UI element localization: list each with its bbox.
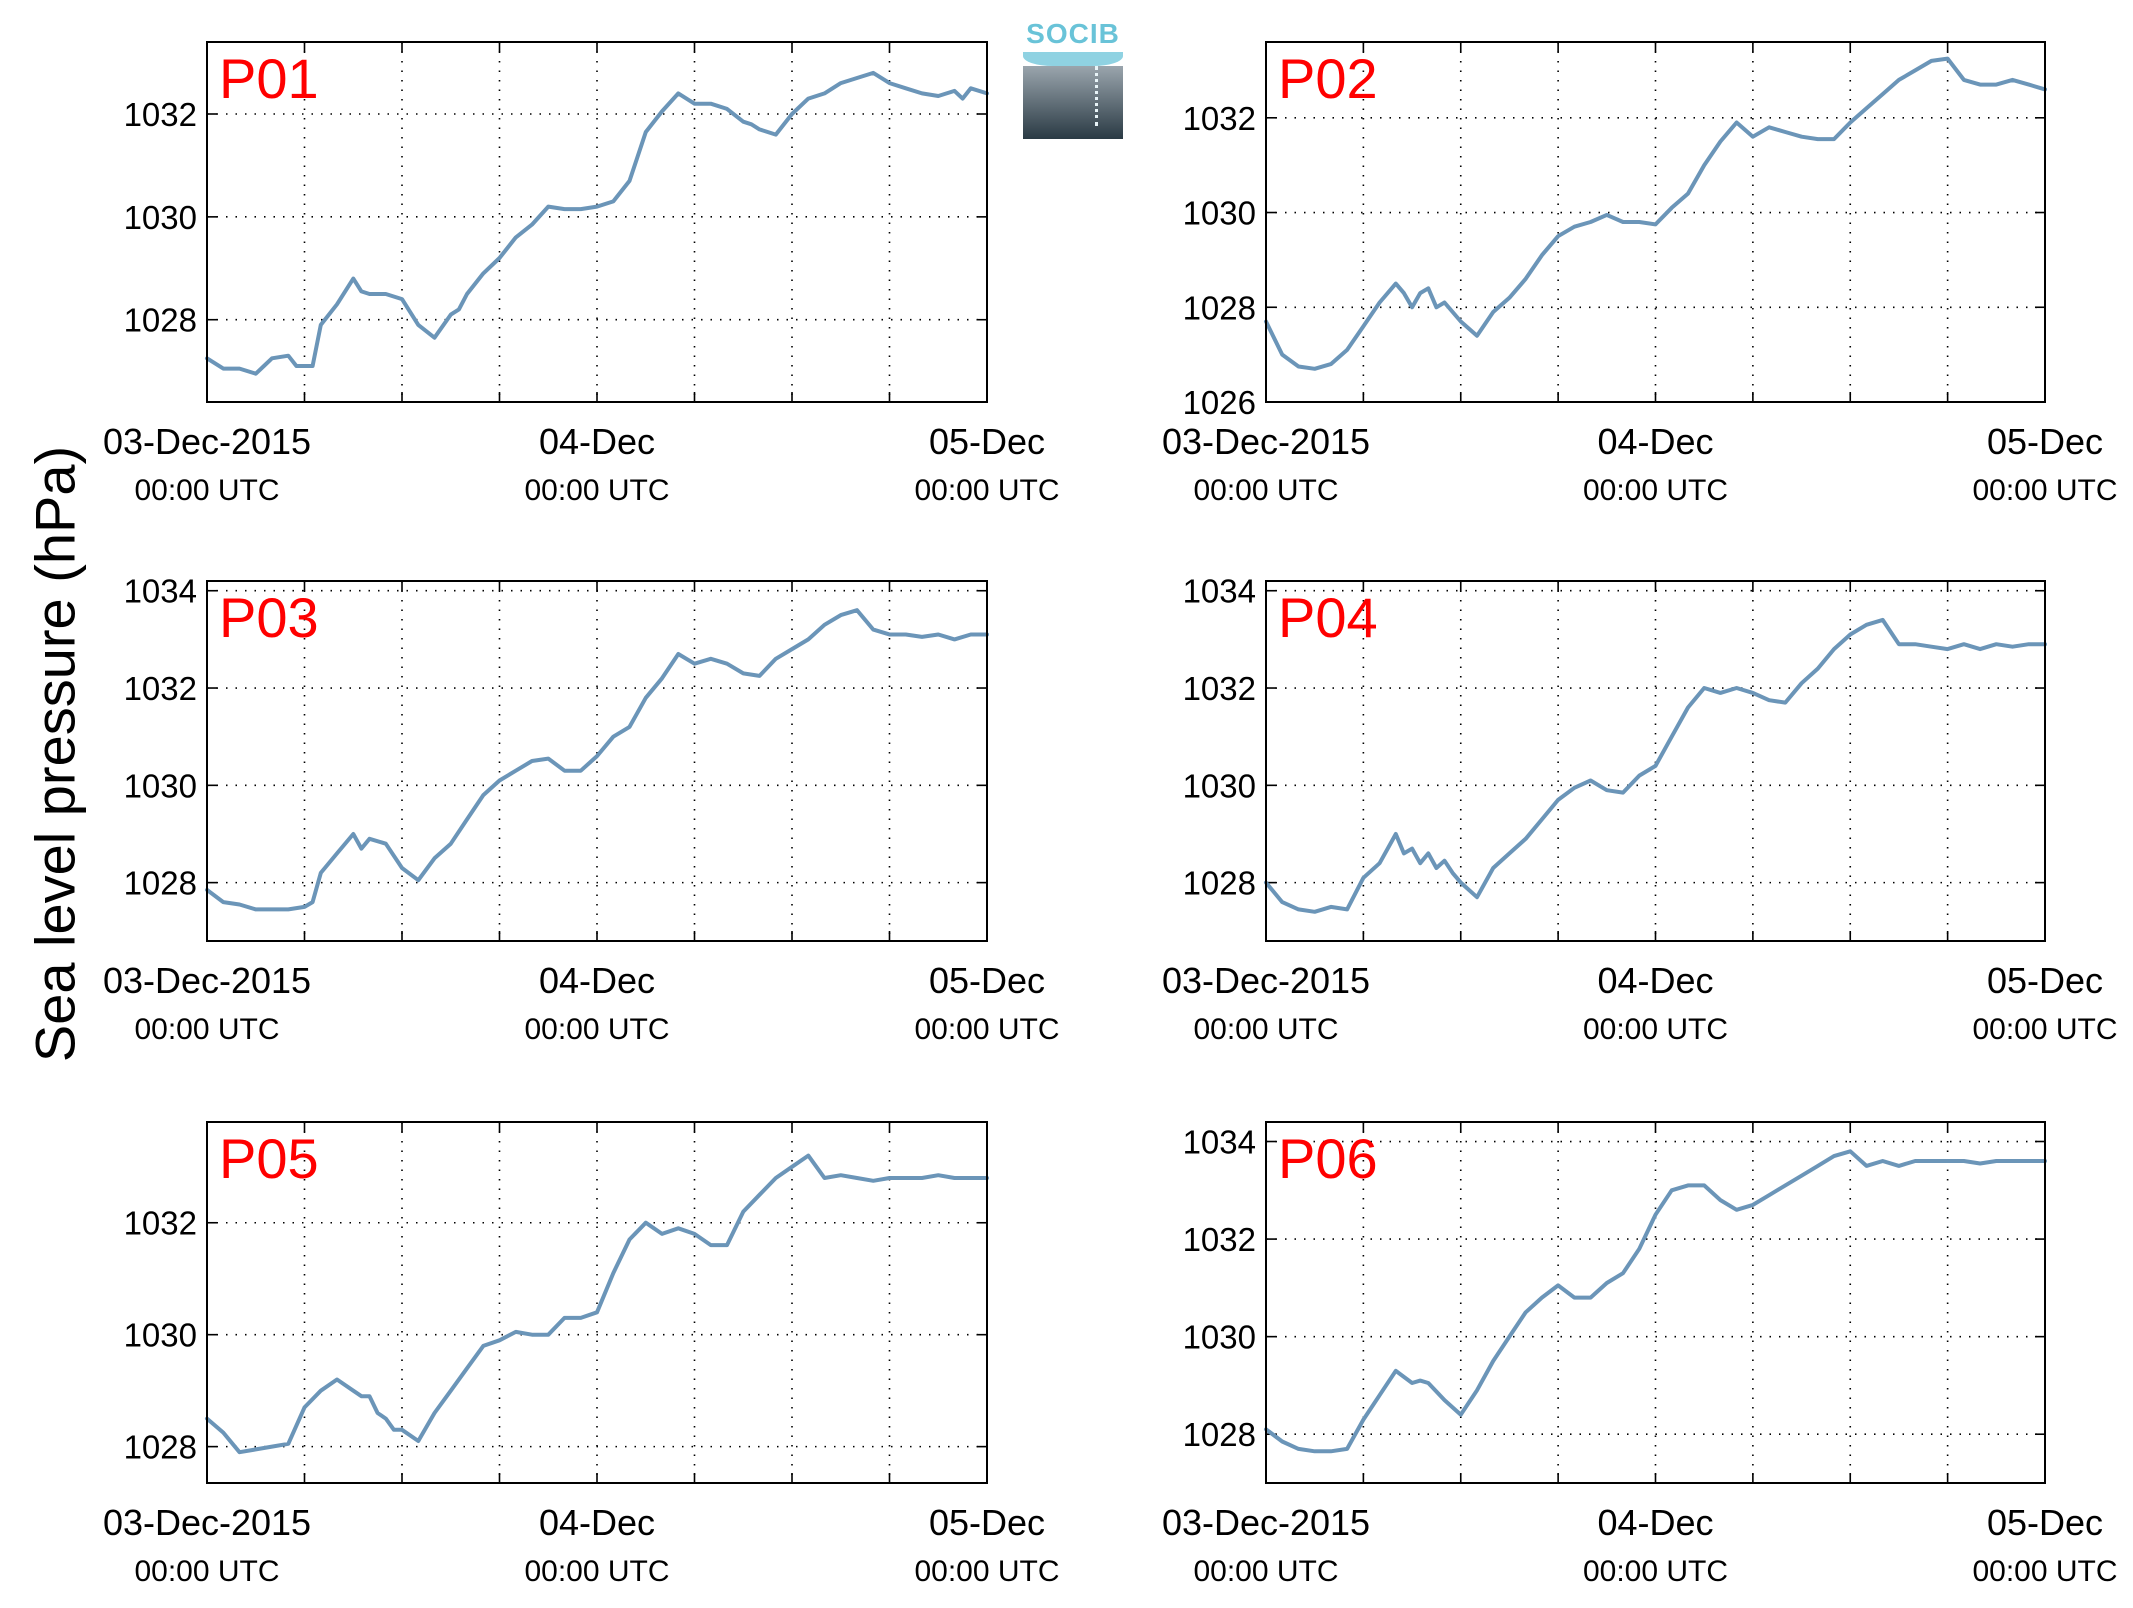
- y-tick-label: 1034: [1183, 1124, 1256, 1161]
- x-tick-sublabel: 00:00 UTC: [914, 474, 1059, 507]
- x-tick-sublabel: 00:00 UTC: [1972, 1013, 2117, 1046]
- series-line: [205, 608, 989, 912]
- logo-block: [1023, 66, 1123, 139]
- x-tick-label: 03-Dec-2015: [103, 1502, 311, 1543]
- x-tick-sublabel: 00:00 UTC: [1193, 1555, 1338, 1588]
- x-tick-label: 05-Dec: [1987, 421, 2103, 462]
- panel-label: P01: [219, 47, 319, 110]
- x-tick-label: 03-Dec-2015: [1162, 960, 1370, 1001]
- plot-frame: [1265, 580, 2046, 942]
- x-tick-sublabel: 00:00 UTC: [1583, 1555, 1728, 1588]
- plot-background: [207, 42, 987, 402]
- panel-label: P03: [219, 586, 319, 649]
- y-tick-label: 1028: [124, 865, 197, 902]
- x-tick-label: 05-Dec: [929, 960, 1045, 1001]
- x-tick-label: 03-Dec-2015: [103, 960, 311, 1001]
- y-tick-label: 1032: [1183, 1221, 1256, 1258]
- x-tick-label: 04-Dec: [1597, 421, 1713, 462]
- y-tick-label: 1028: [1183, 1416, 1256, 1453]
- plot-frame: [206, 1121, 988, 1484]
- x-tick-label: 04-Dec: [1597, 960, 1713, 1001]
- plot-frame: [1265, 41, 2046, 403]
- series-line: [1264, 1149, 2047, 1454]
- logo-text: SOCIB: [1026, 18, 1120, 49]
- x-tick-sublabel: 00:00 UTC: [1583, 474, 1728, 507]
- panel-label: P05: [219, 1127, 319, 1190]
- y-tick-label: 1030: [124, 199, 197, 236]
- x-tick-label: 04-Dec: [539, 421, 655, 462]
- plot-background: [207, 581, 987, 941]
- x-tick-sublabel: 00:00 UTC: [134, 1013, 279, 1046]
- y-tick-label: 1026: [1183, 384, 1256, 421]
- y-tick-label: 1030: [1183, 1319, 1256, 1356]
- y-tick-label: 1030: [1183, 195, 1256, 232]
- y-tick-label: 1028: [1183, 865, 1256, 902]
- x-tick-label: 05-Dec: [1987, 960, 2103, 1001]
- y-tick-label: 1030: [124, 767, 197, 804]
- x-tick-label: 05-Dec: [929, 421, 1045, 462]
- x-tick-sublabel: 00:00 UTC: [524, 1555, 669, 1588]
- x-tick-label: 03-Dec-2015: [103, 421, 311, 462]
- panel-label: P06: [1278, 1127, 1378, 1190]
- y-tick-label: 1032: [124, 670, 197, 707]
- panel-p06: 1028 1030 1032 1034 P06 03-Dec-2015 00:00 UTC 0…: [1162, 1121, 2118, 1588]
- y-tick-label: 1032: [124, 96, 197, 133]
- y-axis-label-text: Sea level pressure (hPa): [23, 445, 87, 1063]
- logo-wave: [1023, 52, 1123, 66]
- x-tick-label: 03-Dec-2015: [1162, 421, 1370, 462]
- x-tick-sublabel: 00:00 UTC: [134, 1555, 279, 1588]
- x-tick-sublabel: 00:00 UTC: [914, 1013, 1059, 1046]
- x-tick-sublabel: 00:00 UTC: [1193, 1013, 1338, 1046]
- x-tick-label: 05-Dec: [929, 1502, 1045, 1543]
- panel-p02: 1026 1028 1030 1032 P02 03-Dec-2015 00:00 UTC 0…: [1162, 41, 2118, 507]
- y-tick-label: 1032: [1183, 670, 1256, 707]
- y-tick-label: 1034: [124, 573, 197, 610]
- x-tick-sublabel: 00:00 UTC: [1583, 1013, 1728, 1046]
- y-tick-label: 1032: [124, 1205, 197, 1242]
- series-line: [205, 1153, 989, 1455]
- series-line: [1264, 617, 2047, 914]
- x-tick-label: 03-Dec-2015: [1162, 1502, 1370, 1543]
- plot-background: [1266, 581, 2045, 941]
- series-line: [1264, 56, 2047, 371]
- y-tick-label: 1030: [124, 1317, 197, 1354]
- x-tick-label: 05-Dec: [1987, 1502, 2103, 1543]
- x-tick-sublabel: 00:00 UTC: [914, 1555, 1059, 1588]
- y-tick-label: 1028: [124, 1429, 197, 1466]
- panel-label: P04: [1278, 586, 1378, 649]
- y-tick-label: 1028: [1183, 289, 1256, 326]
- panel-p05: 1028 1030 1032 P05 03-Dec-2015 00:00 UTC 04-De…: [103, 1121, 1060, 1588]
- y-tick-label: 1034: [1183, 573, 1256, 610]
- series-line: [205, 70, 989, 376]
- plot-frame: [1265, 1121, 2046, 1484]
- panel-p03: 1028 1030 1032 1034 P03 03-Dec-2015 00:00 UTC 0…: [103, 573, 1060, 1046]
- x-tick-label: 04-Dec: [1597, 1502, 1713, 1543]
- x-tick-label: 04-Dec: [539, 1502, 655, 1543]
- socib-logo: SOCIB: [1023, 18, 1123, 139]
- y-tick-label: 1032: [1183, 100, 1256, 137]
- plot-frame: [206, 41, 988, 403]
- panel-p01: 1028 1030 1032 P01 03-Dec-2015 00:00 UTC 04-De…: [103, 41, 1060, 507]
- x-tick-sublabel: 00:00 UTC: [1972, 474, 2117, 507]
- y-tick-label: 1028: [124, 302, 197, 339]
- x-tick-sublabel: 00:00 UTC: [1972, 1555, 2117, 1588]
- logo-dotted-line: [1095, 66, 1098, 126]
- x-tick-sublabel: 00:00 UTC: [524, 474, 669, 507]
- panel-p04: 1028 1030 1032 1034 P04 03-Dec-2015 00:00 UTC 0…: [1162, 573, 2118, 1046]
- x-tick-label: 04-Dec: [539, 960, 655, 1001]
- panel-label: P02: [1278, 47, 1378, 110]
- plot-frame: [206, 580, 988, 942]
- x-tick-sublabel: 00:00 UTC: [134, 474, 279, 507]
- x-tick-sublabel: 00:00 UTC: [524, 1013, 669, 1046]
- y-tick-label: 1030: [1183, 767, 1256, 804]
- x-tick-sublabel: 00:00 UTC: [1193, 474, 1338, 507]
